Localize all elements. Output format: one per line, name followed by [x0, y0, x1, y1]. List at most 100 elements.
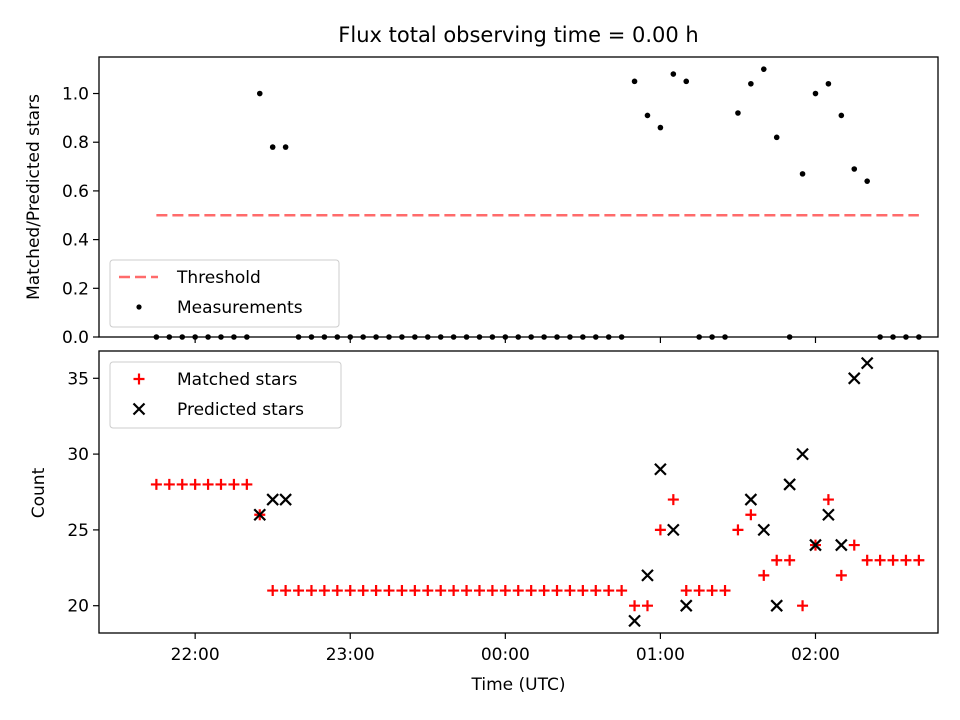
predicted-star-point — [847, 372, 861, 385]
top-y-tick-label: 0.2 — [62, 279, 89, 299]
predicted-star-point — [860, 356, 874, 370]
measurement-point — [864, 178, 870, 184]
bottom-y-tick-label: 25 — [67, 521, 89, 541]
top-y-tick-label: 0.4 — [62, 231, 89, 251]
predicted-star-point — [757, 523, 771, 537]
matched-star-point — [603, 585, 615, 597]
matched-star-point — [900, 554, 912, 566]
matched-star-point — [344, 585, 356, 597]
legend-matched-marker — [133, 373, 145, 385]
matched-star-point — [267, 585, 279, 597]
matched-star-point — [150, 478, 162, 490]
measurement-point — [812, 90, 819, 97]
legend-threshold-label: Threshold — [176, 268, 261, 288]
legend-measurements-label: Measurements — [177, 298, 303, 318]
bottom-x-tick-label: 01:00 — [636, 645, 685, 665]
predicted-star-point — [809, 538, 822, 552]
matched-star-point — [409, 585, 421, 597]
matched-star-point — [241, 478, 253, 490]
matched-star-point — [641, 600, 653, 612]
measurement-point — [269, 144, 276, 150]
matched-star-point — [293, 585, 305, 597]
matched-star-point — [887, 554, 899, 566]
matched-star-point — [797, 600, 809, 612]
predicted-star-point — [654, 462, 667, 476]
matched-star-point — [473, 585, 485, 597]
legend-predicted-marker — [132, 402, 146, 416]
matched-star-point — [512, 585, 524, 597]
matched-star-point — [874, 554, 886, 566]
matched-star-point — [370, 585, 382, 597]
measurement-point — [825, 80, 832, 87]
measurement-point — [851, 166, 858, 172]
chart-title: Flux total observing time = 0.00 h — [338, 23, 698, 47]
legend-predicted-label: Predicted stars — [177, 400, 304, 420]
measurement-point — [748, 80, 754, 87]
matched-star-point — [616, 585, 628, 597]
predicted-star-point — [835, 538, 848, 552]
star-count-points — [150, 356, 925, 628]
top-y-tick-label: 1.0 — [62, 85, 89, 105]
legend-measurements-icon — [136, 304, 142, 310]
matched-star-point — [305, 585, 317, 597]
matched-star-point — [667, 494, 679, 506]
predicted-star-point — [667, 523, 680, 537]
matched-star-point — [719, 585, 731, 597]
matched-star-point — [422, 585, 434, 597]
bottom-x-tick-label: 02:00 — [791, 645, 840, 665]
measurement-point — [735, 110, 741, 116]
bottom-plot-frame — [98, 350, 939, 634]
matched-star-point — [396, 585, 408, 597]
measurement-point — [256, 90, 263, 97]
bottom-y-tick-label: 20 — [67, 597, 89, 617]
measurement-point — [760, 66, 767, 72]
bottom-y-tick-label: 35 — [67, 369, 89, 389]
top-legend: Threshold Measurements — [109, 259, 340, 328]
predicted-star-point — [253, 508, 267, 522]
matched-star-point — [448, 585, 460, 597]
matched-star-point — [318, 585, 330, 597]
matched-star-point — [784, 554, 796, 566]
bottom-x-tick-label: 00:00 — [481, 645, 530, 665]
matched-star-point — [913, 554, 925, 566]
top-y-ticks: 0.0 0.2 0.4 0.6 0.8 1.0 — [62, 85, 99, 348]
bottom-x-tick-label: 22:00 — [171, 645, 220, 665]
measurement-point — [631, 78, 638, 85]
matched-star-point — [564, 585, 576, 597]
legend-predicted-icon — [132, 402, 146, 416]
bottom-x-tick-label: 23:00 — [326, 645, 375, 665]
measurement-point — [644, 112, 651, 119]
matched-star-point — [435, 585, 447, 597]
matched-star-point — [758, 569, 770, 581]
top-panel: Matched/Predicted stars 0.0 0.2 0.4 0.6 0.8 1… — [24, 56, 939, 348]
top-y-tick-label: 0.6 — [62, 182, 89, 202]
bottom-y-tick-label: 30 — [67, 445, 89, 465]
bottom-x-axis-label: Time (UTC) — [471, 675, 566, 695]
measurement-point — [773, 134, 780, 141]
matched-star-point — [189, 478, 201, 490]
matched-star-point — [228, 478, 240, 490]
top-y-axis-label: Matched/Predicted stars — [24, 94, 44, 300]
matched-star-point — [202, 478, 214, 490]
measurement-point — [838, 112, 845, 119]
legend-matched-label: Matched stars — [177, 370, 297, 390]
matched-star-point — [693, 585, 705, 597]
measurement-point — [657, 124, 664, 131]
matched-star-point — [357, 585, 369, 597]
measurement-point — [683, 78, 690, 85]
matched-star-point — [577, 585, 589, 597]
predicted-star-point — [822, 508, 835, 522]
predicted-star-point — [266, 493, 279, 506]
predicted-star-point — [744, 493, 758, 506]
matched-star-point — [176, 478, 188, 490]
matched-star-point — [163, 478, 175, 490]
matched-star-point — [538, 585, 550, 597]
bottom-x-ticks: 22:00 23:00 00:00 01:00 02:00 — [171, 633, 840, 665]
legend-matched-icon — [133, 373, 145, 385]
matched-star-point — [822, 494, 834, 506]
predicted-star-point — [679, 599, 693, 612]
matched-star-point — [654, 524, 666, 536]
matched-star-point — [280, 585, 292, 597]
matched-star-point — [525, 585, 537, 597]
